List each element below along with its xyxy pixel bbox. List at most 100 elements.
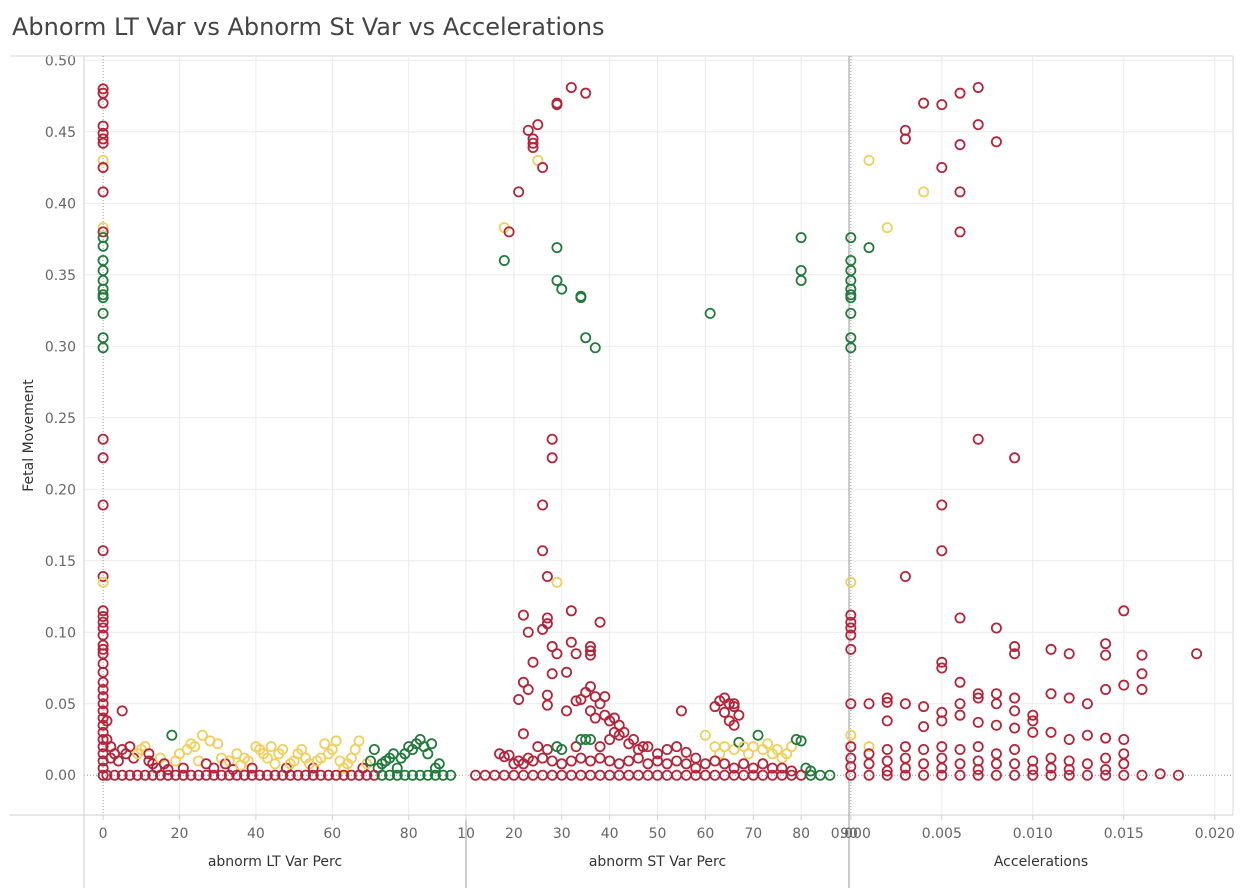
data-point[interactable] bbox=[261, 752, 273, 764]
data-point[interactable] bbox=[1009, 452, 1021, 464]
data-point[interactable] bbox=[990, 758, 1002, 770]
data-point[interactable] bbox=[845, 769, 857, 781]
data-point[interactable] bbox=[353, 769, 365, 781]
data-point[interactable] bbox=[580, 87, 592, 99]
data-point[interactable] bbox=[899, 698, 911, 710]
data-point[interactable] bbox=[368, 769, 380, 781]
data-point[interactable] bbox=[177, 762, 189, 774]
data-point[interactable] bbox=[652, 748, 664, 760]
data-point[interactable] bbox=[623, 755, 635, 767]
data-point[interactable] bbox=[671, 741, 683, 753]
data-point[interactable] bbox=[863, 741, 875, 753]
data-point[interactable] bbox=[1027, 726, 1039, 738]
data-point[interactable] bbox=[97, 162, 109, 174]
data-point[interactable] bbox=[551, 242, 563, 254]
data-point[interactable] bbox=[604, 755, 616, 767]
data-point[interactable] bbox=[97, 83, 109, 95]
data-point[interactable] bbox=[1136, 668, 1148, 680]
data-point[interactable] bbox=[845, 292, 857, 304]
data-point[interactable] bbox=[269, 758, 281, 770]
data-point[interactable] bbox=[556, 283, 568, 295]
data-point[interactable] bbox=[527, 755, 539, 767]
data-point[interactable] bbox=[936, 762, 948, 774]
data-point[interactable] bbox=[936, 662, 948, 674]
data-point[interactable] bbox=[513, 186, 525, 198]
data-point[interactable] bbox=[565, 81, 577, 93]
data-point[interactable] bbox=[936, 656, 948, 668]
data-point[interactable] bbox=[954, 87, 966, 99]
data-point[interactable] bbox=[776, 762, 788, 774]
data-point[interactable] bbox=[671, 755, 683, 767]
data-point[interactable] bbox=[200, 769, 212, 781]
data-point[interactable] bbox=[990, 719, 1002, 731]
data-point[interactable] bbox=[185, 769, 197, 781]
data-point[interactable] bbox=[315, 769, 327, 781]
data-point[interactable] bbox=[503, 749, 515, 761]
data-point[interactable] bbox=[594, 741, 606, 753]
data-point[interactable] bbox=[1027, 764, 1039, 776]
data-point[interactable] bbox=[845, 332, 857, 344]
data-point[interactable] bbox=[899, 769, 911, 781]
data-point[interactable] bbox=[97, 698, 109, 710]
data-point[interactable] bbox=[537, 162, 549, 174]
data-point[interactable] bbox=[284, 769, 296, 781]
data-point[interactable] bbox=[541, 570, 553, 582]
data-point[interactable] bbox=[936, 741, 948, 753]
data-point[interactable] bbox=[699, 758, 711, 770]
data-point[interactable] bbox=[728, 762, 740, 774]
data-point[interactable] bbox=[863, 758, 875, 770]
data-point[interactable] bbox=[1100, 764, 1112, 776]
data-point[interactable] bbox=[154, 769, 166, 781]
data-point[interactable] bbox=[162, 769, 174, 781]
data-point[interactable] bbox=[193, 769, 205, 781]
data-point[interactable] bbox=[918, 769, 930, 781]
data-point[interactable] bbox=[709, 701, 721, 713]
data-point[interactable] bbox=[845, 741, 857, 753]
data-point[interactable] bbox=[845, 232, 857, 244]
data-point[interactable] bbox=[1172, 769, 1184, 781]
data-point[interactable] bbox=[1136, 769, 1148, 781]
data-point[interactable] bbox=[1081, 698, 1093, 710]
data-point[interactable] bbox=[361, 769, 373, 781]
data-point[interactable] bbox=[1118, 748, 1130, 760]
data-point[interactable] bbox=[728, 719, 740, 731]
data-point[interactable] bbox=[1027, 769, 1039, 781]
data-point[interactable] bbox=[97, 499, 109, 511]
data-point[interactable] bbox=[881, 769, 893, 781]
data-point[interactable] bbox=[936, 499, 948, 511]
data-point[interactable] bbox=[97, 332, 109, 344]
data-point[interactable] bbox=[954, 758, 966, 770]
data-point[interactable] bbox=[541, 612, 553, 624]
data-point[interactable] bbox=[517, 609, 529, 621]
data-point[interactable] bbox=[972, 433, 984, 445]
data-point[interactable] bbox=[1009, 744, 1021, 756]
data-point[interactable] bbox=[805, 765, 817, 777]
data-point[interactable] bbox=[353, 735, 365, 747]
data-point[interactable] bbox=[97, 683, 109, 695]
data-point[interactable] bbox=[918, 721, 930, 733]
data-point[interactable] bbox=[527, 769, 539, 781]
data-point[interactable] bbox=[147, 769, 159, 781]
data-point[interactable] bbox=[589, 342, 601, 354]
data-point[interactable] bbox=[738, 758, 750, 770]
data-point[interactable] bbox=[584, 769, 596, 781]
data-point[interactable] bbox=[1009, 758, 1021, 770]
data-point[interactable] bbox=[795, 274, 807, 286]
data-point[interactable] bbox=[326, 744, 338, 756]
data-point[interactable] bbox=[845, 729, 857, 741]
data-point[interactable] bbox=[613, 729, 625, 741]
data-point[interactable] bbox=[551, 274, 563, 286]
data-point[interactable] bbox=[376, 769, 388, 781]
data-point[interactable] bbox=[422, 748, 434, 760]
data-point[interactable] bbox=[261, 769, 273, 781]
data-point[interactable] bbox=[551, 576, 563, 588]
data-point[interactable] bbox=[97, 307, 109, 319]
data-point[interactable] bbox=[522, 124, 534, 136]
data-point[interactable] bbox=[632, 752, 644, 764]
data-point[interactable] bbox=[580, 734, 592, 746]
data-point[interactable] bbox=[391, 762, 403, 774]
data-point[interactable] bbox=[265, 741, 277, 753]
data-point[interactable] bbox=[719, 706, 731, 718]
data-point[interactable] bbox=[990, 136, 1002, 148]
data-point[interactable] bbox=[537, 752, 549, 764]
